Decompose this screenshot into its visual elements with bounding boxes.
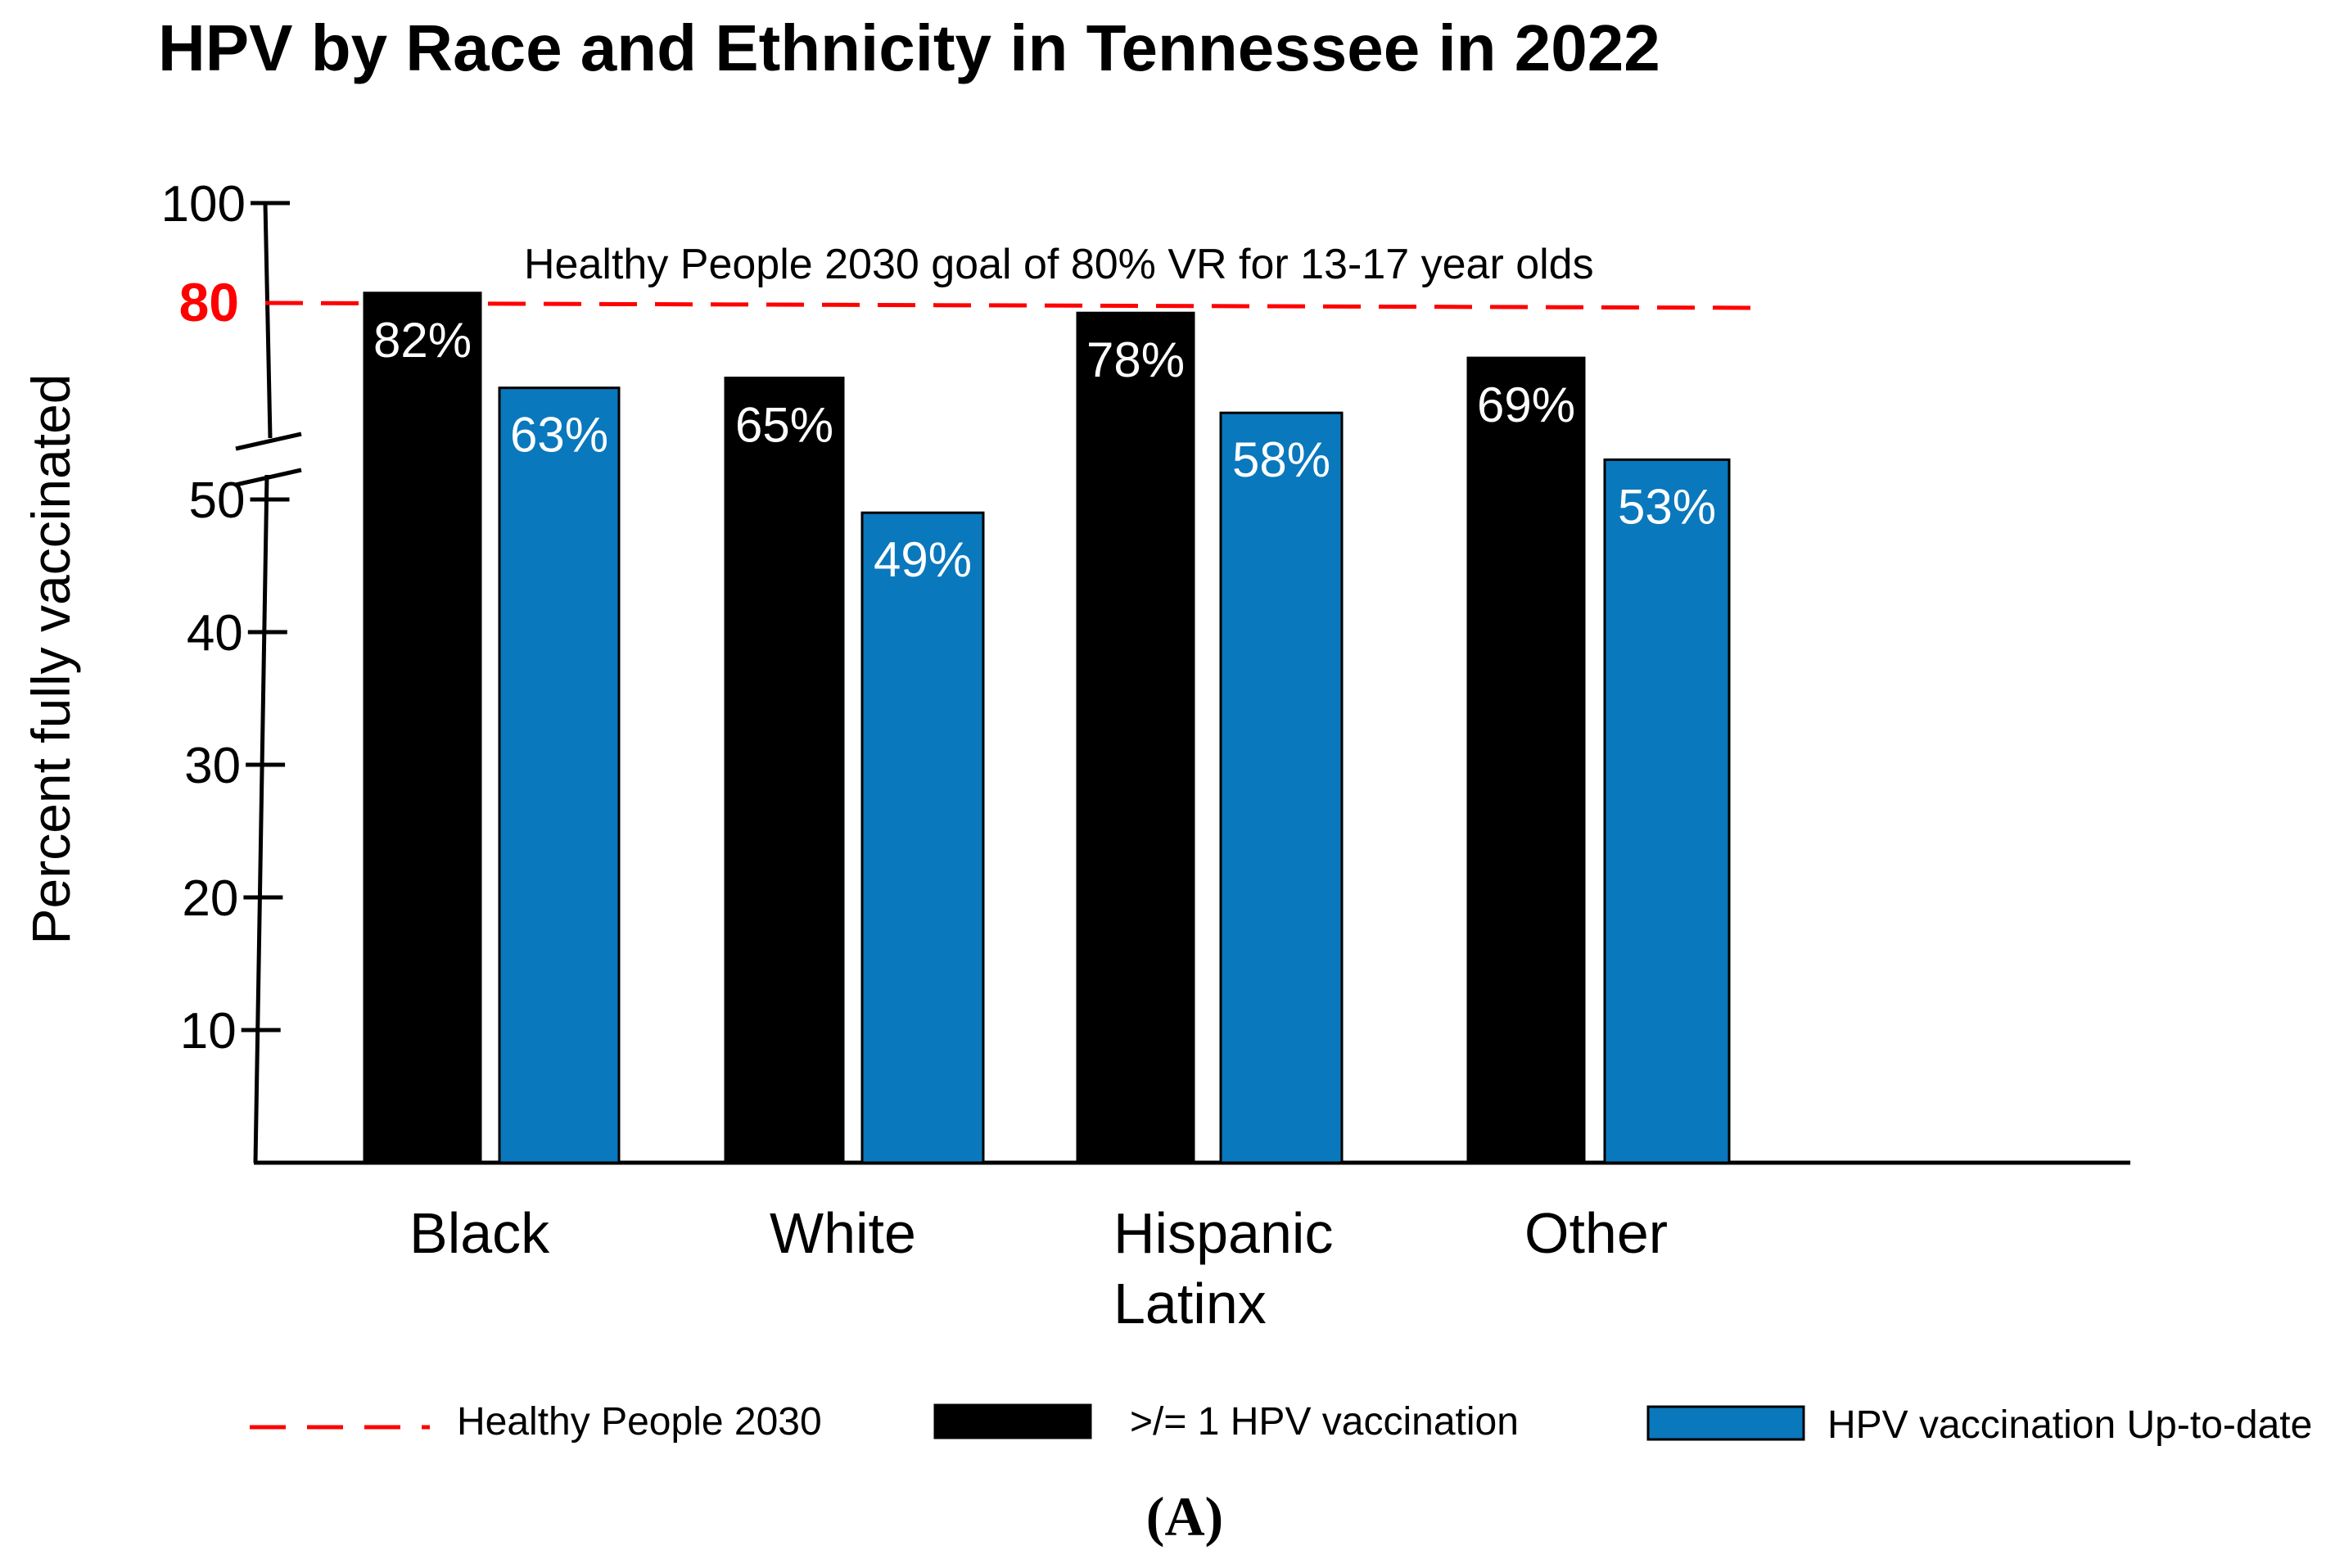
bars: 82% 63% 65% 49% 78% 58% 69% 53%	[363, 291, 1731, 1164]
bar-up-to-date	[860, 511, 985, 1164]
legend-label-one-dose: >/= 1 HPV vaccination	[1130, 1400, 1519, 1444]
reference-line	[264, 300, 1763, 310]
legend-label-reference: Healthy People 2030	[457, 1400, 822, 1444]
y-axis-lower	[253, 474, 269, 1164]
bar-one-dose	[1076, 311, 1195, 1164]
bar-one-dose	[724, 377, 845, 1164]
y-tick-label: 100	[161, 176, 246, 233]
category-label: Hispanic	[1113, 1201, 1333, 1265]
y-axis-title: Percent fully vaccinated	[20, 373, 81, 944]
category-labels: Black White Hispanic Latinx Other	[409, 1201, 1668, 1335]
legend-swatch-one-dose	[933, 1403, 1092, 1439]
panel-label: (A)	[1146, 1485, 1223, 1548]
bar-up-to-date	[1219, 411, 1344, 1164]
y-axis-upper	[263, 202, 273, 439]
reference-line-group: 80 Healthy People 2030 goal of 80% VR for…	[179, 241, 1763, 332]
axis-break-mark	[235, 468, 302, 487]
data-label: 53%	[1618, 479, 1716, 534]
legend: Healthy People 2030 >/= 1 HPV vaccination…	[250, 1400, 2312, 1447]
bar-up-to-date	[1603, 458, 1731, 1164]
category-label: White	[770, 1201, 916, 1265]
axis-break-mark	[235, 432, 302, 451]
category-label: Black	[409, 1201, 550, 1265]
data-label: 49%	[874, 532, 972, 587]
y-tick-label: 20	[182, 870, 238, 927]
y-tick-label: 40	[187, 605, 243, 662]
data-label: 65%	[735, 398, 833, 453]
legend-label-up-to-date: HPV vaccination Up-to-date	[1827, 1403, 2312, 1447]
data-label: 78%	[1086, 332, 1185, 387]
category-label: Latinx	[1113, 1272, 1267, 1335]
data-label: 82%	[373, 313, 472, 368]
bar-one-dose	[1466, 356, 1586, 1164]
y-tick-label: 50	[189, 472, 246, 529]
legend-swatch-up-to-date	[1646, 1405, 1805, 1441]
bar-one-dose	[363, 291, 482, 1164]
y-tick-label: 30	[184, 738, 241, 794]
data-label: 58%	[1232, 432, 1330, 487]
bar-up-to-date	[498, 386, 621, 1164]
reference-line-label: Healthy People 2030 goal of 80% VR for 1…	[524, 241, 1594, 288]
reference-tick-label: 80	[179, 272, 239, 332]
category-label: Other	[1524, 1201, 1668, 1265]
chart-title: HPV by Race and Ethnicity in Tennessee i…	[158, 11, 1660, 84]
data-label: 63%	[510, 408, 608, 463]
data-label: 69%	[1477, 377, 1575, 432]
y-tick-label: 10	[180, 1003, 237, 1060]
